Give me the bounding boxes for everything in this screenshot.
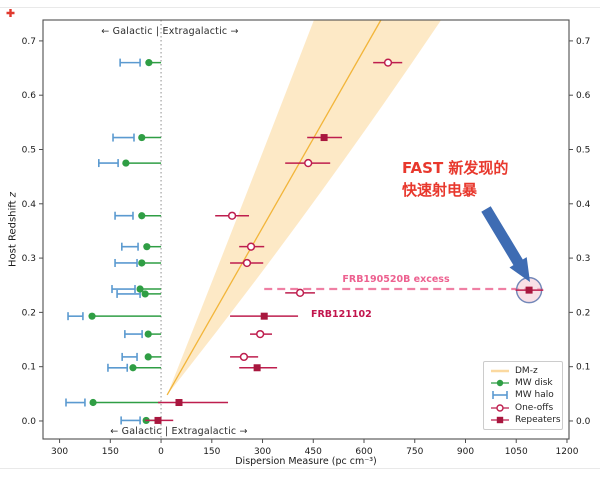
mw-disk-point — [145, 59, 153, 67]
x-tick-label: 1200 — [556, 447, 579, 457]
y-tick-label-right: 0.0 — [576, 417, 591, 427]
legend-item-disk: MW disk — [489, 377, 562, 389]
y-tick-label-right: 0.1 — [576, 363, 590, 373]
mw-disk-point — [89, 398, 97, 407]
mw-disk-point — [138, 133, 146, 142]
legend-item-oneoff: One-offs — [489, 402, 562, 414]
legend-item-halo: MW halo — [489, 389, 562, 401]
repeater-legend-icon — [491, 416, 509, 424]
repeater-point — [154, 416, 162, 424]
y-tick-label-right: 0.7 — [576, 37, 590, 47]
dm-z-uncertainty-band — [167, 20, 442, 395]
x-tick-label: 450 — [305, 447, 322, 457]
y-tick-label-left: 0.0 — [22, 417, 37, 427]
frb190520b-excess-label: FRB190520B excess — [342, 274, 450, 285]
x-tick-label: 300 — [51, 447, 68, 457]
legend-item-repeater: Repeaters — [489, 414, 562, 426]
fast-annotation-arrow — [481, 206, 530, 282]
one-off-point — [383, 58, 393, 67]
legend-item-label: MW halo — [515, 390, 554, 401]
x-tick-label: 150 — [203, 447, 220, 457]
y-tick-label-right: 0.4 — [576, 200, 591, 210]
y-axis-label: Host Redshift z — [8, 175, 19, 285]
cursor-artifact — [6, 9, 15, 17]
x-tick-label: 600 — [355, 447, 372, 457]
legend-item-label: Repeaters — [515, 414, 561, 425]
legend-item-dmz: DM-z — [489, 365, 562, 377]
legend-item-label: DM-z — [515, 366, 538, 377]
legend-item-label: MW disk — [515, 378, 553, 389]
y-tick-label-left: 0.1 — [22, 363, 36, 373]
mw-disk-point — [144, 330, 152, 338]
y-axis-label-var: z — [7, 192, 19, 198]
mw-disk-point — [138, 259, 146, 267]
legend: DM-z MW disk MW halo One-offs Repeaters — [483, 361, 563, 430]
dm-z-relation-line — [166, 19, 382, 396]
x-tick-label: 150 — [102, 447, 119, 457]
frb121102-label: FRB121102 — [311, 309, 372, 320]
mw-disk-point — [141, 290, 149, 298]
one-off-point — [246, 242, 256, 251]
x-tick-label: 300 — [254, 447, 271, 457]
repeater-point — [253, 364, 261, 372]
y-tick-label-right: 0.6 — [576, 91, 591, 101]
mw-disk-point — [129, 364, 137, 372]
mw-disk-point — [144, 353, 152, 361]
mw-disk-point — [143, 243, 151, 251]
y-tick-label-left: 0.4 — [22, 200, 37, 210]
galactic-extragalactic-top-label: ← Galactic | Extragalactic → — [101, 26, 239, 37]
x-axis-label: Dispersion Measure (pc cm⁻³) — [181, 456, 431, 467]
x-axis-label-text: Dispersion Measure (pc cm⁻³) — [235, 456, 377, 467]
halo-legend-icon — [492, 391, 508, 400]
galactic-extragalactic-bottom-label: ← Galactic | Extragalactic → — [110, 426, 248, 437]
y-tick-label-left: 0.7 — [22, 37, 36, 47]
x-tick-label: 900 — [457, 447, 474, 457]
x-tick-label: 0 — [158, 447, 164, 457]
y-tick-label-right: 0.2 — [576, 308, 590, 318]
one-off-point — [239, 352, 249, 362]
one-off-point — [256, 329, 265, 339]
one-off-point — [295, 288, 305, 297]
mw-disk-point — [88, 312, 96, 320]
repeater-point — [320, 134, 328, 142]
repeater-point — [175, 399, 183, 407]
mw-disk-point — [138, 212, 146, 220]
x-tick-label: 750 — [406, 447, 423, 457]
x-tick-label: 1050 — [505, 447, 528, 457]
plot-frame — [42, 19, 570, 440]
repeater-point — [260, 312, 268, 320]
y-tick-label-left: 0.3 — [22, 254, 36, 264]
y-tick-label-right: 0.3 — [576, 254, 590, 264]
y-axis-label-text: Host Redshift — [7, 197, 19, 267]
disk-legend-icon — [491, 380, 509, 387]
y-tick-label-right: 0.5 — [576, 145, 590, 155]
mw-disk-point — [122, 159, 130, 167]
one-off-point — [304, 158, 313, 168]
oneoff-legend-icon — [491, 403, 509, 412]
y-tick-label-left: 0.5 — [22, 145, 36, 155]
dmz-legend-icon — [491, 369, 509, 373]
fast-annotation-line2: 快速射电暴 — [402, 181, 478, 199]
fast-annotation-line1: FAST 新发现的 — [402, 159, 509, 177]
one-off-point — [242, 258, 252, 268]
one-off-point — [227, 211, 237, 220]
y-tick-label-left: 0.2 — [22, 308, 36, 318]
legend-item-label: One-offs — [515, 402, 554, 413]
y-tick-label-left: 0.6 — [22, 91, 37, 101]
repeater-point-frb190520b — [525, 286, 533, 294]
mw-disk-point — [136, 285, 144, 293]
